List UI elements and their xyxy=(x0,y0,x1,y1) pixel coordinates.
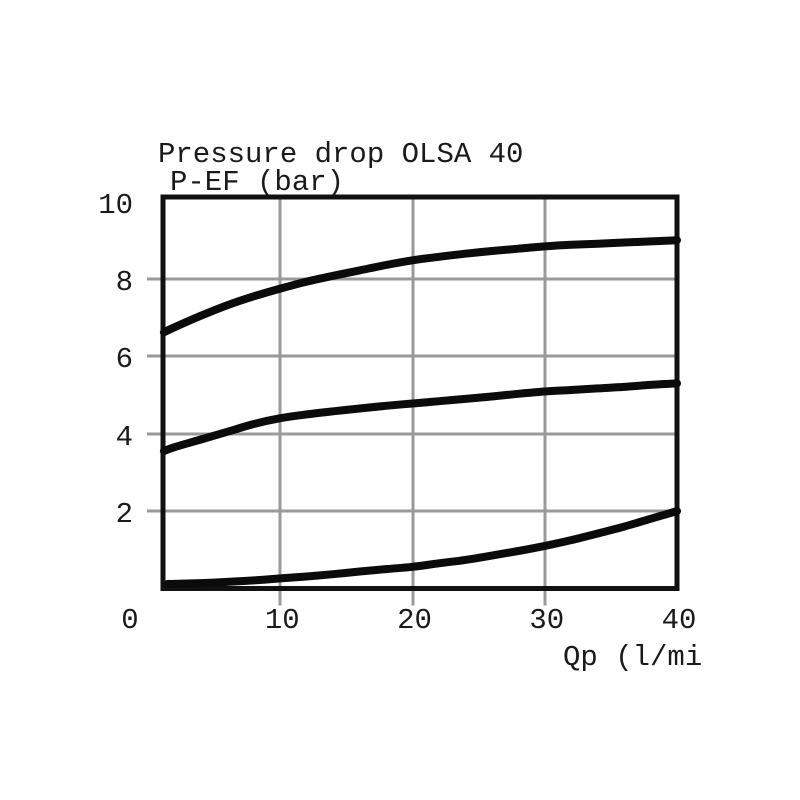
y-tick-label-6: 6 xyxy=(115,343,133,377)
y-tick-label-2: 2 xyxy=(115,498,133,532)
y-tick-label-8: 8 xyxy=(115,265,133,299)
x-tick-label-30: 30 xyxy=(529,604,565,637)
x-tick-label-10: 10 xyxy=(264,604,300,637)
x-tick-label-40: 40 xyxy=(661,604,697,637)
x-axis-title: Qp (l/mi xyxy=(563,641,703,674)
chart-title: Pressure drop OLSA 40 xyxy=(158,138,524,171)
plot-frame xyxy=(160,194,680,591)
x-tick-label-20: 20 xyxy=(397,604,432,637)
pressure-curve-middle xyxy=(159,379,681,456)
x-tick-label-0: 0 xyxy=(121,604,139,637)
y-tick-label-4: 4 xyxy=(115,420,133,454)
pressure-curve-bottom xyxy=(163,507,681,588)
y-tick-label-10: 10 xyxy=(98,188,133,222)
y-axis-title: P-EF (bar) xyxy=(170,166,345,199)
pressure-curve-top xyxy=(159,236,681,337)
